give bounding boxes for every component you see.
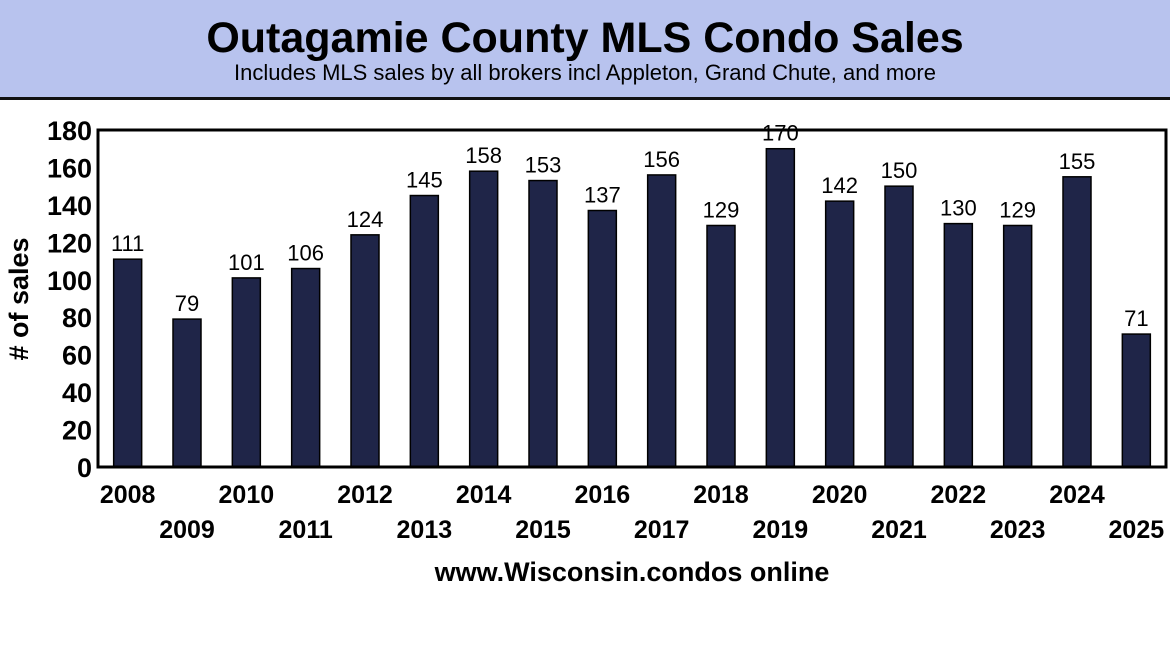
x-tick-label-2010: 2010 — [219, 481, 275, 509]
x-tick-label-2009: 2009 — [159, 516, 215, 544]
y-tick-label-40: 40 — [62, 378, 92, 408]
data-label-2010: 101 — [228, 250, 265, 275]
y-tick-label-60: 60 — [62, 341, 92, 371]
data-label-2009: 79 — [175, 291, 199, 316]
bar-2011 — [290, 267, 321, 468]
x-tick-label-2020: 2020 — [812, 481, 868, 509]
bar-2014 — [468, 170, 499, 468]
data-label-2021: 150 — [881, 158, 918, 183]
data-label-2025: 71 — [1124, 306, 1148, 331]
x-tick-label-2017: 2017 — [634, 516, 690, 544]
data-label-2015: 153 — [525, 153, 562, 178]
data-label-2012: 124 — [347, 207, 384, 232]
data-label-2018: 129 — [703, 197, 740, 222]
chart-subtitle: Includes MLS sales by all brokers incl A… — [234, 60, 936, 85]
data-label-2017: 156 — [643, 147, 680, 172]
x-tick-label-2023: 2023 — [990, 516, 1046, 544]
bar-2020 — [824, 200, 855, 468]
x-tick-label-2016: 2016 — [575, 481, 631, 509]
x-tick-label-2021: 2021 — [871, 516, 927, 544]
x-tick-label-2024: 2024 — [1049, 481, 1105, 509]
data-label-2016: 137 — [584, 183, 621, 208]
data-label-2008: 111 — [111, 231, 144, 256]
chart-title: Outagamie County MLS Condo Sales — [206, 14, 964, 62]
data-label-2023: 129 — [999, 197, 1036, 222]
data-label-2020: 142 — [821, 173, 858, 198]
chart-header: Outagamie County MLS Condo Sales Include… — [0, 0, 1170, 100]
data-label-2019: 170 — [762, 121, 799, 146]
bar-2023 — [1002, 224, 1033, 468]
bar-2018 — [706, 224, 736, 468]
y-tick-label-120: 120 — [47, 228, 92, 258]
y-tick-label-80: 80 — [62, 303, 92, 333]
x-tick-label-2025: 2025 — [1109, 516, 1165, 544]
y-tick-label-20: 20 — [62, 416, 92, 446]
bar-2008 — [112, 258, 143, 468]
y-tick-label-0: 0 — [77, 453, 92, 483]
bar-2016 — [587, 209, 618, 468]
x-tick-label-2018: 2018 — [693, 481, 749, 509]
bar-2021 — [884, 185, 914, 468]
data-label-2013: 145 — [406, 168, 443, 193]
x-tick-label-2008: 2008 — [100, 481, 156, 509]
y-tick-label-180: 180 — [47, 116, 92, 146]
bar-2015 — [528, 179, 558, 468]
data-label-2024: 155 — [1059, 149, 1096, 174]
y-tick-label-140: 140 — [47, 191, 92, 221]
y-tick-label-100: 100 — [47, 266, 92, 296]
bar-2024 — [1062, 176, 1092, 468]
bar-2012 — [350, 234, 380, 468]
bar-2019 — [765, 147, 796, 468]
data-label-2022: 130 — [940, 196, 977, 221]
x-tick-label-2019: 2019 — [753, 516, 809, 544]
x-tick-label-2011: 2011 — [279, 516, 333, 544]
bar-2010 — [231, 277, 262, 468]
x-tick-label-2015: 2015 — [515, 516, 571, 544]
bar-2017 — [646, 174, 677, 468]
x-tick-label-2013: 2013 — [397, 516, 453, 544]
y-axis-label: # of sales — [4, 237, 34, 360]
bar-2009 — [172, 318, 202, 468]
bar-2013 — [409, 194, 440, 468]
y-tick-label-160: 160 — [47, 153, 92, 183]
x-tick-label-2012: 2012 — [337, 481, 393, 509]
x-axis-label: www.Wisconsin.condos online — [434, 557, 830, 587]
data-label-2011: 106 — [287, 241, 324, 266]
x-tick-label-2014: 2014 — [456, 481, 512, 509]
plot-frame — [96, 128, 1168, 469]
x-tick-label-2022: 2022 — [931, 481, 987, 509]
data-label-2014: 158 — [465, 143, 502, 168]
bar-2025 — [1121, 333, 1152, 468]
bar-2022 — [943, 222, 974, 468]
